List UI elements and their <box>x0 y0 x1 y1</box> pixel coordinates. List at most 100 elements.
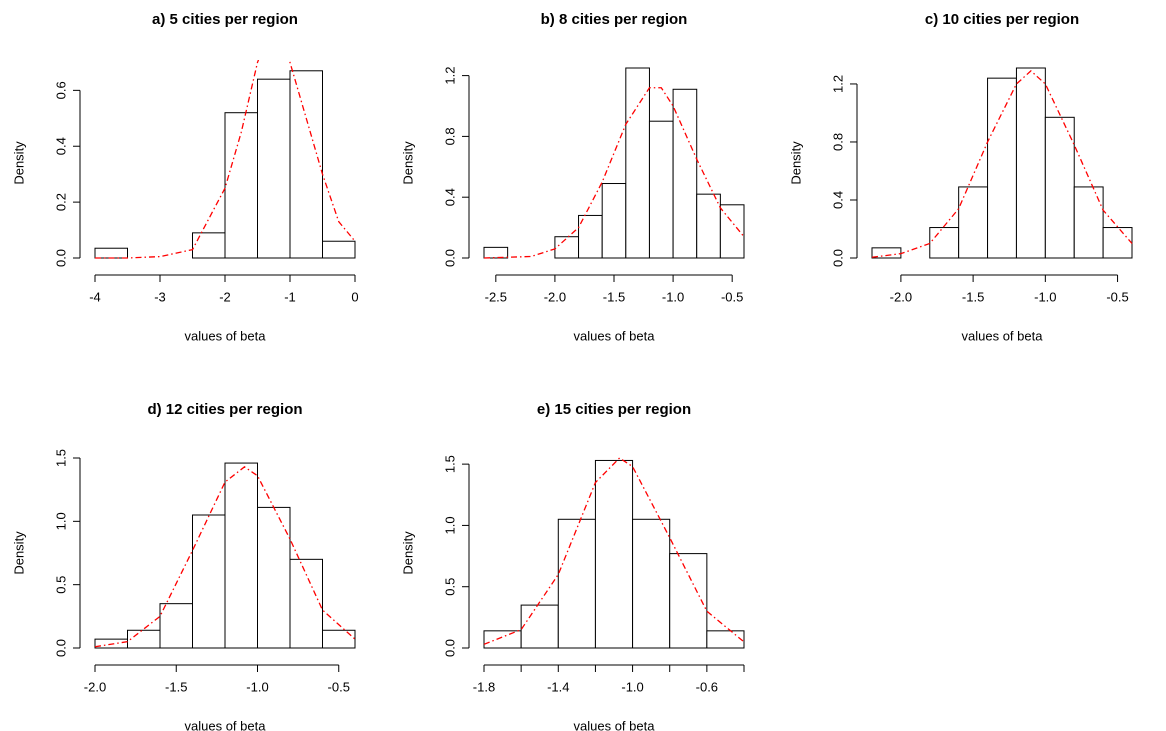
x-axis-label: values of beta <box>574 718 656 731</box>
y-axis-label: Density <box>11 531 26 575</box>
y-tick-label: 1.0 <box>442 516 457 534</box>
y-tick-label: 0.0 <box>830 249 845 267</box>
panel: a) 5 cities per region values of beta Dens… <box>11 11 358 343</box>
x-tick-label: -0.6 <box>696 679 718 694</box>
x-tick-label: -2.0 <box>890 289 912 304</box>
bar <box>672 88 698 259</box>
x-tick-label: -1.5 <box>165 679 187 694</box>
y-tick-label: 0.4 <box>442 188 457 206</box>
chart-title: a) 5 cities per region <box>152 11 298 28</box>
x-tick-label: -1.5 <box>962 289 984 304</box>
bar <box>289 70 323 259</box>
x-tick-label: -1.0 <box>621 679 643 694</box>
x-tick-label: -2.0 <box>544 289 566 304</box>
bar <box>719 204 745 259</box>
y-tick-label: 0.0 <box>53 639 68 657</box>
x-axis-label: values of beta <box>185 328 267 343</box>
y-tick-label: 1.5 <box>442 455 457 473</box>
x-axis-label: values of beta <box>185 718 267 731</box>
x-tick-label: -2.0 <box>84 679 106 694</box>
x-tick-label: -1.4 <box>547 679 569 694</box>
bar <box>127 629 161 649</box>
bar <box>1044 116 1075 259</box>
x-tick-label: 0 <box>351 289 358 304</box>
bar <box>648 120 674 259</box>
y-tick-label: 1.0 <box>53 512 68 530</box>
x-tick-label: -1.5 <box>603 289 625 304</box>
y-axis-label: Density <box>400 531 415 575</box>
y-axis-label: Density <box>788 141 803 185</box>
panel: d) 12 cities per region values of beta Den… <box>11 401 356 731</box>
y-tick-label: 0.5 <box>53 576 68 594</box>
density-curve <box>483 87 745 259</box>
bar <box>224 462 258 649</box>
x-tick-label: -1.0 <box>1034 289 1056 304</box>
bar <box>1073 186 1104 259</box>
x-tick-label: -0.5 <box>1106 289 1128 304</box>
bar <box>94 247 128 259</box>
bar <box>257 506 291 649</box>
x-tick-label: -1.0 <box>662 289 684 304</box>
density-curve <box>871 70 1133 258</box>
bar <box>625 67 650 259</box>
x-tick-label: -1.0 <box>246 679 268 694</box>
bar <box>1102 227 1133 259</box>
panel: e) 15 cities per region values of beta Den… <box>400 401 745 731</box>
bar <box>322 629 356 649</box>
y-tick-label: 0.2 <box>53 193 68 211</box>
bar <box>520 604 559 649</box>
chart-title: c) 10 cities per region <box>925 11 1079 28</box>
bar <box>594 459 634 649</box>
y-tick-label: 1.2 <box>830 75 845 93</box>
density-curve <box>95 60 356 259</box>
bar <box>706 630 745 649</box>
panel: c) 10 cities per region values of beta Den… <box>788 11 1133 343</box>
y-tick-label: 0.0 <box>53 249 68 267</box>
y-tick-label: 0.0 <box>442 639 457 657</box>
y-axis-label: Density <box>11 141 26 185</box>
bar <box>554 236 580 259</box>
chart-title: b) 8 cities per region <box>541 11 688 28</box>
y-tick-label: 1.5 <box>53 449 68 467</box>
y-tick-label: 0.5 <box>442 578 457 596</box>
density-curve <box>94 466 356 648</box>
bar <box>483 246 509 259</box>
panel: b) 8 cities per region values of beta Dens… <box>400 11 745 343</box>
x-axis-label: values of beta <box>962 328 1044 343</box>
chart-title: d) 12 cities per region <box>147 401 302 418</box>
bar <box>483 630 522 649</box>
chart-title: e) 15 cities per region <box>537 401 691 418</box>
bar <box>601 183 627 259</box>
bar <box>557 518 596 649</box>
x-tick-label: -2.5 <box>485 289 507 304</box>
bar <box>632 518 671 649</box>
bar <box>224 112 258 259</box>
bar <box>696 193 721 259</box>
x-axis-label: values of beta <box>574 328 656 343</box>
y-tick-label: 1.2 <box>442 67 457 85</box>
y-axis-label: Density <box>400 141 415 185</box>
bar <box>958 186 989 259</box>
bar <box>871 247 902 259</box>
bar <box>987 77 1017 259</box>
x-tick-label: -2 <box>219 289 231 304</box>
bar <box>192 232 226 259</box>
bar <box>929 227 960 259</box>
bar <box>322 240 356 259</box>
bar <box>669 553 708 649</box>
bar <box>1015 67 1046 259</box>
y-tick-label: 0.6 <box>53 81 68 99</box>
y-tick-label: 0.0 <box>442 249 457 267</box>
x-tick-label: -4 <box>89 289 101 304</box>
bar <box>159 603 193 649</box>
x-tick-label: -0.5 <box>721 289 743 304</box>
x-tick-label: -1 <box>284 289 296 304</box>
bar <box>257 78 291 259</box>
y-tick-label: 0.8 <box>830 133 845 151</box>
bar <box>289 558 323 649</box>
bar <box>192 514 226 649</box>
y-tick-label: 0.4 <box>53 137 68 155</box>
x-tick-label: -3 <box>154 289 166 304</box>
y-tick-label: 0.8 <box>442 127 457 145</box>
